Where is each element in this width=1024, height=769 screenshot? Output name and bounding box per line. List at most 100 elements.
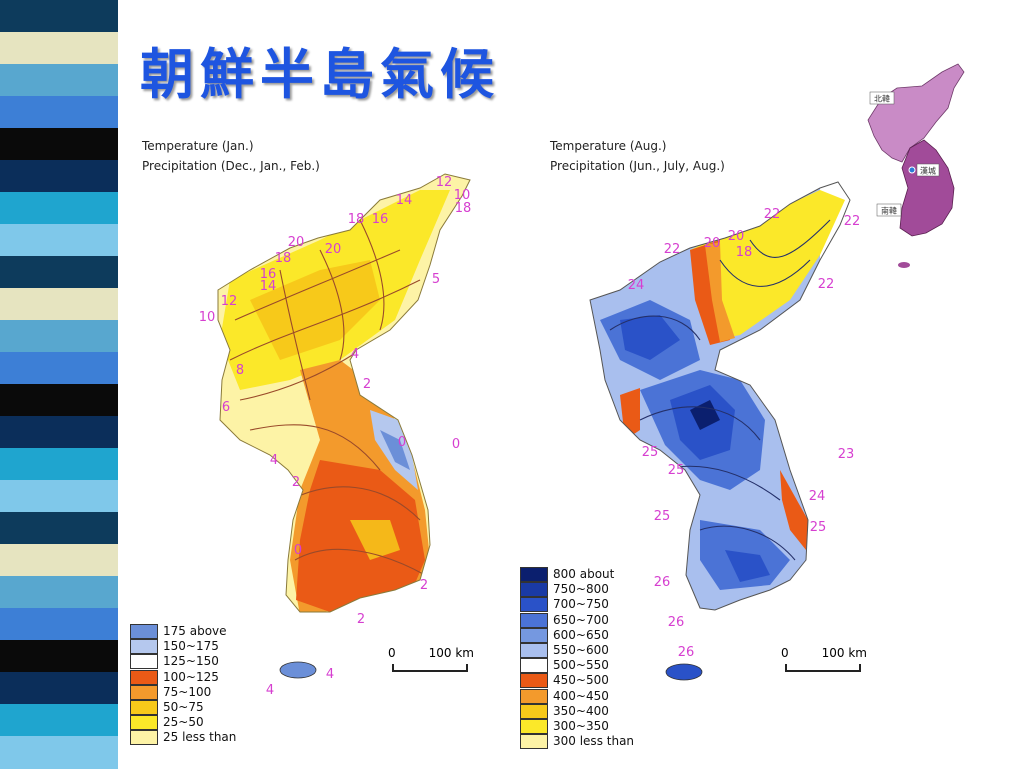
stripe-band	[0, 128, 118, 161]
right-legend-swatch	[520, 597, 548, 613]
right-isotherm-label: 22	[844, 214, 861, 229]
right-legend-label: 600~650	[553, 627, 609, 642]
right-legend-swatch	[520, 582, 548, 598]
right-isotherm-label: 25	[654, 509, 671, 524]
left-isotherm-label: 10	[199, 310, 216, 325]
left-legend-swatch	[130, 654, 158, 670]
left-isotherm-label: 16	[372, 212, 389, 227]
left-legend-label: 25~50	[163, 715, 204, 730]
right-legend-swatch	[520, 673, 548, 689]
right-isotherm-label: 26	[654, 575, 671, 590]
inset-locator-map: 北韓 漢城 南韓	[867, 63, 965, 268]
right-legend-row: 350~400	[520, 703, 634, 719]
right-isotherm-label: 25	[668, 463, 685, 478]
stripe-band	[0, 224, 118, 257]
right-legend-row: 450~500	[520, 673, 634, 689]
right-scale-zero: 0	[781, 646, 789, 660]
left-legend-row: 25~50	[130, 715, 236, 731]
stripe-band	[0, 736, 118, 769]
right-legend-row: 300~350	[520, 718, 634, 734]
left-isotherm-label: 5	[432, 272, 440, 287]
stripe-band	[0, 448, 118, 481]
left-scale-distance: 100 km	[428, 646, 474, 660]
right-isotherm-label: 26	[678, 645, 695, 660]
stripe-band	[0, 192, 118, 225]
right-caption-precipitation: Precipitation (Jun., July, Aug.)	[550, 159, 725, 173]
right-legend-label: 350~400	[553, 703, 609, 718]
right-legend-label: 550~600	[553, 643, 609, 658]
left-map-legend: 175 above 150~175 125~150 100~125 75~100 50~7…	[130, 624, 236, 746]
right-isotherm-label: 24	[628, 278, 645, 293]
right-legend-swatch	[520, 703, 548, 719]
right-legend-row: 400~450	[520, 688, 634, 704]
stripe-band	[0, 576, 118, 609]
right-legend-label: 650~700	[553, 612, 609, 627]
right-legend-label: 800 about	[553, 567, 615, 582]
right-legend-row: 700~750	[520, 597, 634, 613]
right-caption-temperature: Temperature (Aug.)	[550, 139, 667, 153]
inset-north-label: 北韓	[874, 94, 890, 104]
right-isotherm-label: 22	[818, 277, 835, 292]
stripe-band	[0, 0, 118, 33]
left-legend-row: 50~75	[130, 700, 236, 716]
left-scale-zero: 0	[388, 646, 396, 660]
left-map-caption: Temperature (Jan.) Precipitation (Dec., …	[142, 136, 320, 176]
left-legend-swatch	[130, 639, 158, 655]
right-legend-row: 800 about	[520, 567, 634, 583]
right-legend-swatch	[520, 567, 548, 583]
left-legend-label: 125~150	[163, 654, 219, 669]
left-legend-row: 75~100	[130, 684, 236, 700]
right-legend-swatch	[520, 643, 548, 659]
left-isotherm-label: 6	[222, 400, 230, 415]
right-isotherm-label: 24	[809, 489, 826, 504]
left-isotherm-label: 4	[266, 683, 274, 698]
inset-south-label: 南韓	[881, 206, 897, 216]
left-legend-label: 150~175	[163, 639, 219, 654]
left-scale-bar: 0 100 km	[388, 646, 474, 676]
inset-south-korea	[899, 139, 955, 237]
left-caption-precipitation: Precipitation (Dec., Jan., Feb.)	[142, 159, 320, 173]
right-scale-line	[785, 664, 861, 672]
stripe-band	[0, 704, 118, 737]
left-isotherm-label: 4	[270, 453, 278, 468]
stripe-band	[0, 256, 118, 289]
left-legend-label: 75~100	[163, 684, 212, 699]
right-isotherm-label: 20	[728, 229, 745, 244]
inset-north-korea	[867, 63, 965, 163]
left-isotherm-label: 10	[454, 188, 471, 203]
right-legend-label: 500~550	[553, 658, 609, 673]
right-scale-bar: 0 100 km	[781, 646, 867, 676]
left-legend-swatch	[130, 715, 158, 731]
stripe-band	[0, 160, 118, 193]
left-isotherm-label: 2	[357, 612, 365, 627]
right-legend-row: 750~800	[520, 582, 634, 598]
left-legend-label: 175 above	[163, 624, 227, 639]
right-isotherm-label: 20	[704, 236, 721, 251]
stripe-band	[0, 416, 118, 449]
left-caption-temperature: Temperature (Jan.)	[142, 139, 254, 153]
stripe-band	[0, 352, 118, 385]
left-legend-label: 25 less than	[163, 730, 237, 745]
right-scale-distance: 100 km	[821, 646, 867, 660]
right-map-caption: Temperature (Aug.) Precipitation (Jun., …	[550, 136, 725, 176]
left-legend-swatch	[130, 730, 158, 746]
right-isotherm-label: 22	[764, 207, 781, 222]
stripe-band	[0, 640, 118, 673]
right-isotherm-label: 25	[810, 520, 827, 535]
left-isotherm-label: 16	[260, 267, 277, 282]
left-legend-row: 125~150	[130, 654, 236, 670]
right-legend-row: 550~600	[520, 643, 634, 659]
left-legend-swatch	[130, 624, 158, 640]
left-legend-label: 50~75	[163, 700, 204, 715]
left-isotherm-label: 14	[396, 193, 413, 208]
stripe-band	[0, 608, 118, 641]
left-legend-swatch	[130, 669, 158, 685]
left-isotherm-label: 4	[326, 667, 334, 682]
stripe-band	[0, 32, 118, 65]
left-isotherm-label: 2	[363, 377, 371, 392]
left-legend-row: 25 less than	[130, 730, 237, 746]
right-legend-label: 750~800	[553, 582, 609, 597]
right-isotherm-label: 26	[668, 615, 685, 630]
